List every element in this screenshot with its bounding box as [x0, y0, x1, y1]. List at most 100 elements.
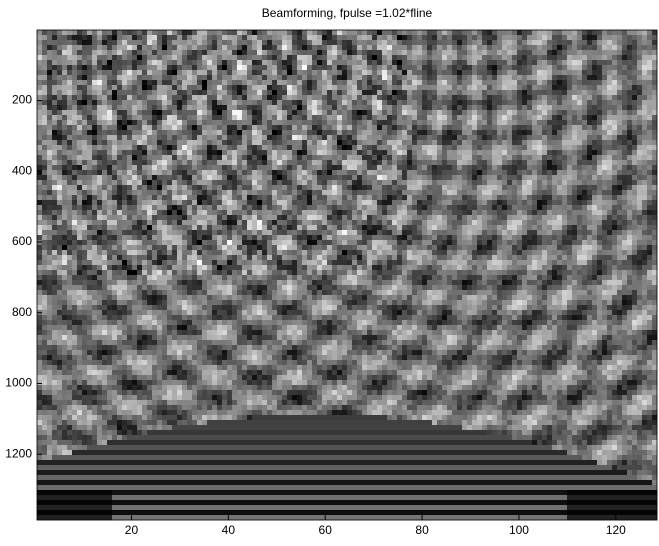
pixel: [567, 85, 573, 91]
pixel: [597, 30, 603, 36]
pixel: [482, 105, 488, 111]
pixel: [387, 170, 393, 176]
pixel: [417, 85, 423, 91]
pixel: [292, 165, 298, 171]
pixel: [227, 105, 233, 111]
pixel: [352, 115, 358, 121]
pixel: [117, 145, 123, 151]
pixel: [497, 200, 503, 206]
pixel: [582, 80, 588, 86]
pixel: [302, 210, 308, 216]
pixel: [92, 110, 98, 116]
pixel: [332, 55, 338, 61]
pixel: [242, 205, 248, 211]
pixel: [332, 110, 338, 116]
pixel: [517, 90, 523, 96]
pixel: [537, 205, 543, 211]
pixel: [407, 145, 413, 151]
pixel: [412, 215, 418, 221]
pixel: [297, 125, 303, 131]
pixel: [562, 130, 568, 136]
pixel: [307, 40, 313, 46]
pixel: [562, 65, 568, 71]
pixel: [347, 170, 353, 176]
pixel: [217, 40, 223, 46]
pixel: [642, 80, 648, 86]
pixel: [197, 140, 203, 146]
pixel: [97, 105, 103, 111]
pixel: [222, 190, 228, 196]
pixel: [502, 145, 508, 151]
pixel: [447, 85, 453, 91]
pixel: [307, 70, 313, 76]
pixel: [282, 180, 288, 186]
pixel: [527, 220, 533, 226]
pixel: [567, 185, 573, 191]
pixel: [642, 105, 648, 111]
pixel: [532, 175, 538, 181]
pixel: [297, 45, 303, 51]
pixel: [472, 210, 478, 216]
pixel: [482, 160, 488, 166]
pixel: [242, 140, 248, 146]
pixel: [102, 195, 108, 201]
pixel: [452, 120, 458, 126]
pixel: [487, 35, 493, 41]
pixel: [327, 100, 333, 106]
pixel: [282, 80, 288, 86]
pixel: [262, 105, 268, 111]
pixel: [122, 220, 128, 226]
pixel: [317, 50, 323, 56]
pixel: [72, 85, 78, 91]
pixel: [407, 220, 413, 226]
pixel: [247, 55, 253, 61]
pixel: [552, 190, 558, 196]
pixel: [617, 220, 623, 226]
pixel: [227, 80, 233, 86]
pixel: [447, 205, 453, 211]
pixel: [37, 190, 43, 196]
pixel: [132, 175, 138, 181]
pixel: [447, 145, 453, 151]
pixel: [562, 200, 568, 206]
pixel: [162, 85, 168, 91]
pixel: [402, 65, 408, 71]
pixel: [102, 55, 108, 61]
pixel: [632, 125, 638, 131]
pixel: [647, 200, 653, 206]
pixel: [217, 210, 223, 216]
pixel: [562, 190, 568, 196]
pixel: [602, 165, 608, 171]
pixel: [97, 30, 103, 36]
pixel: [102, 80, 108, 86]
pixel: [482, 45, 488, 51]
pixel: [487, 110, 493, 116]
pixel: [507, 165, 513, 171]
pixel: [562, 145, 568, 151]
pixel: [267, 180, 273, 186]
pixel: [222, 40, 228, 46]
pixel: [277, 150, 283, 156]
pixel: [72, 225, 78, 231]
pixel: [112, 110, 118, 116]
pixel: [617, 185, 623, 191]
pixel: [147, 100, 153, 106]
pixel: [362, 220, 368, 226]
pixel: [192, 225, 198, 231]
pixel: [367, 45, 373, 51]
pixel: [632, 165, 638, 171]
pixel: [277, 215, 283, 221]
pixel: [637, 40, 643, 46]
pixel: [382, 180, 388, 186]
pixel: [462, 185, 468, 191]
pixel: [142, 70, 148, 76]
pixel: [527, 80, 533, 86]
pixel: [382, 110, 388, 116]
pixel: [527, 165, 533, 171]
pixel: [462, 50, 468, 56]
pixel: [332, 220, 338, 226]
pixel: [472, 50, 478, 56]
pixel: [162, 55, 168, 61]
pixel: [402, 210, 408, 216]
pixel: [592, 130, 598, 136]
